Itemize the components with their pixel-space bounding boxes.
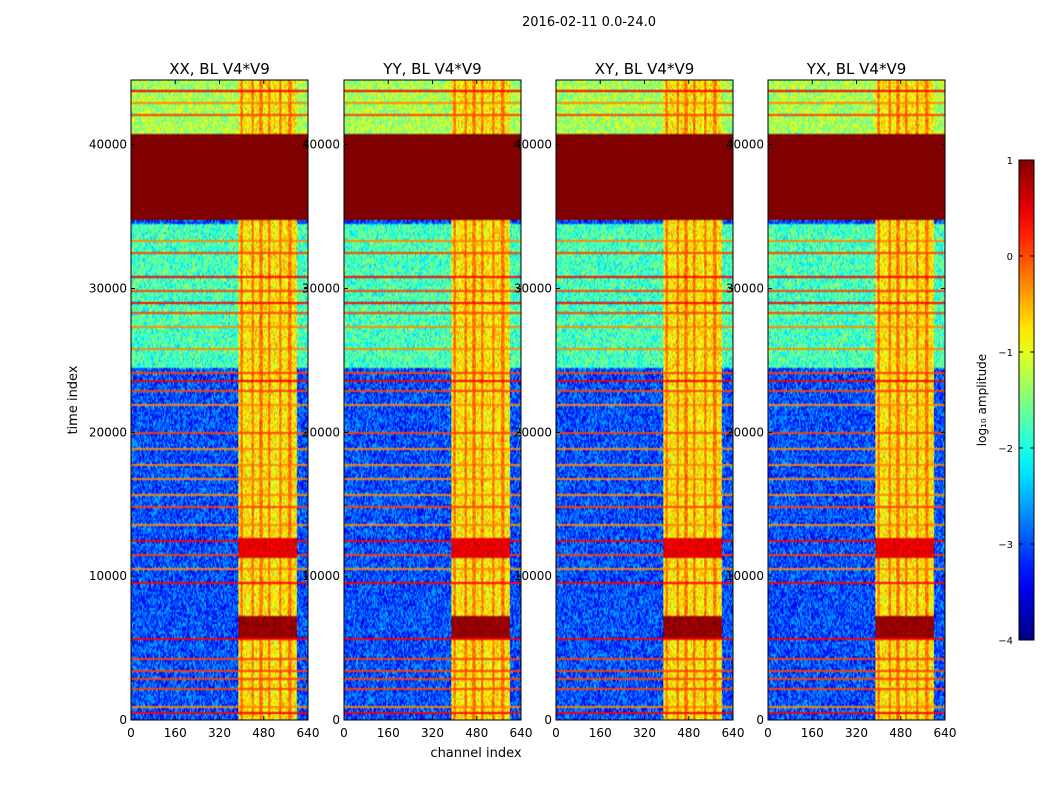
x-tick-label: 320: [633, 726, 656, 740]
y-tick-label: 10000: [89, 569, 127, 583]
colorbar-tick-label: 1: [1007, 156, 1013, 167]
heatmap-image: [768, 80, 945, 720]
panel-title: YY, BL V4*V9: [382, 60, 481, 78]
y-tick-label: 40000: [302, 138, 340, 152]
x-tick-label: 160: [164, 726, 187, 740]
y-tick-label: 40000: [89, 138, 127, 152]
panel-title: XY, BL V4*V9: [595, 60, 695, 78]
x-axis-label: channel index: [430, 746, 521, 761]
x-tick-label: 480: [252, 726, 275, 740]
y-tick-label: 20000: [89, 425, 127, 439]
x-tick-label: 320: [421, 726, 444, 740]
x-tick-label: 0: [764, 726, 772, 740]
x-tick-label: 0: [552, 726, 560, 740]
colorbar-tick-label: −1: [998, 348, 1013, 359]
y-tick-label: 0: [332, 713, 340, 727]
colorbar-gradient: [1018, 159, 1035, 641]
colorbar-tick-label: −2: [998, 444, 1013, 455]
heatmap-image: [131, 80, 308, 720]
y-axis-label: time index: [66, 365, 81, 434]
x-tick-label: 160: [589, 726, 612, 740]
suptitle: 2016-02-11 0.0-24.0: [522, 15, 656, 30]
panel-1: YY, BL V4*V9 0 160 320 480 640 0 10000 20000 3000…: [302, 60, 533, 740]
heatmap-image: [344, 80, 521, 720]
colorbar-tick-label: −4: [998, 636, 1013, 647]
y-tick-label: 0: [119, 713, 127, 727]
panel-0: XX, BL V4*V9 0 160 320 480 640 0 10000 20000 3000…: [89, 60, 320, 740]
x-tick-label: 320: [845, 726, 868, 740]
y-tick-label: 30000: [89, 282, 127, 296]
colorbar-label: log₁₀ amplitude: [975, 354, 989, 446]
x-tick-label: 480: [465, 726, 488, 740]
y-tick-label: 0: [544, 713, 552, 727]
colorbar: 1 0 −1 −2 −3 −4 log₁₀ amplitude: [975, 156, 1035, 647]
x-tick-label: 320: [208, 726, 231, 740]
x-tick-label: 480: [889, 726, 912, 740]
y-tick-label: 10000: [514, 569, 552, 583]
panels: XX, BL V4*V9 0 160 320 480 640 0 10000 20000 3000…: [89, 60, 957, 740]
panel-title: XX, BL V4*V9: [169, 60, 270, 78]
x-tick-label: 640: [722, 726, 745, 740]
y-tick-label: 20000: [302, 425, 340, 439]
y-tick-label: 10000: [302, 569, 340, 583]
y-tick-label: 30000: [726, 282, 764, 296]
panel-2: XY, BL V4*V9 0 160 320 480 640 0 10000 20000 3000…: [514, 60, 745, 740]
y-tick-label: 0: [756, 713, 764, 727]
x-tick-label: 480: [677, 726, 700, 740]
y-tick-label: 30000: [514, 282, 552, 296]
colorbar-tick-label: 0: [1007, 252, 1013, 263]
x-tick-label: 640: [297, 726, 320, 740]
panel-3: YX, BL V4*V9 0 160 320 480 640 0 10000 20000 3000…: [726, 60, 957, 740]
y-tick-label: 30000: [302, 282, 340, 296]
x-tick-label: 0: [127, 726, 135, 740]
x-tick-label: 0: [340, 726, 348, 740]
y-tick-label: 40000: [514, 138, 552, 152]
y-tick-label: 40000: [726, 138, 764, 152]
x-tick-label: 640: [510, 726, 533, 740]
colorbar-tick-label: −3: [998, 540, 1013, 551]
x-tick-label: 160: [801, 726, 824, 740]
x-tick-label: 640: [934, 726, 957, 740]
panel-title: YX, BL V4*V9: [806, 60, 907, 78]
y-tick-label: 10000: [726, 569, 764, 583]
x-tick-label: 160: [377, 726, 400, 740]
heatmap-image: [556, 80, 733, 720]
y-tick-label: 20000: [726, 425, 764, 439]
y-tick-label: 20000: [514, 425, 552, 439]
